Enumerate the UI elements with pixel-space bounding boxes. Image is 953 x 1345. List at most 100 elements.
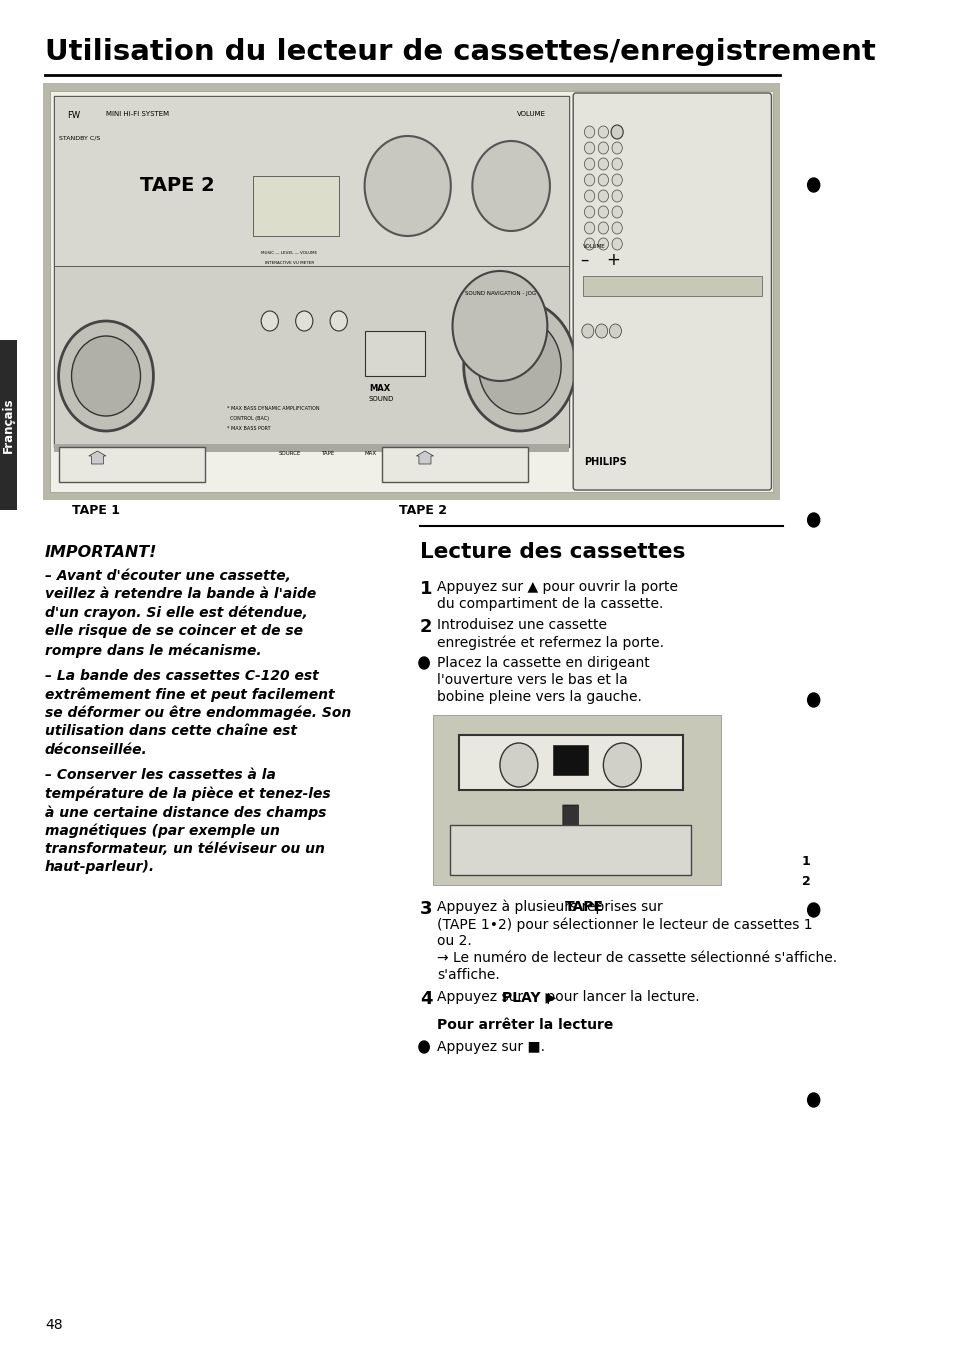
Bar bbox=[54, 95, 568, 266]
Text: Appuyez sur ■.: Appuyez sur ■. bbox=[436, 1040, 544, 1054]
Text: MAX: MAX bbox=[369, 385, 390, 393]
Circle shape bbox=[598, 143, 608, 153]
Circle shape bbox=[261, 311, 278, 331]
Text: * MAX BASS DYNAMIC AMPLIFICATION: * MAX BASS DYNAMIC AMPLIFICATION bbox=[227, 406, 319, 412]
Circle shape bbox=[807, 512, 819, 527]
Text: SOURCE: SOURCE bbox=[278, 451, 300, 456]
Bar bbox=[433, 716, 720, 885]
Text: ou 2.: ou 2. bbox=[436, 933, 472, 948]
Bar bbox=[553, 745, 587, 775]
Text: – Conserver les cassettes à la: – Conserver les cassettes à la bbox=[45, 768, 275, 781]
Text: – Avant d'écouter une cassette,: – Avant d'écouter une cassette, bbox=[45, 569, 291, 582]
Text: pour lancer la lecture.: pour lancer la lecture. bbox=[541, 990, 700, 1003]
Circle shape bbox=[477, 317, 560, 414]
Circle shape bbox=[807, 1093, 819, 1107]
Text: TAPE 1: TAPE 1 bbox=[71, 504, 119, 516]
Circle shape bbox=[611, 238, 621, 250]
Text: haut-parleur).: haut-parleur). bbox=[45, 861, 154, 874]
Text: INTERACTIVE VU METER: INTERACTIVE VU METER bbox=[265, 261, 314, 265]
Circle shape bbox=[611, 190, 621, 202]
Text: magnétiques (par exemple un: magnétiques (par exemple un bbox=[45, 823, 279, 838]
Text: MUSIC — LEVEL — VOLUME: MUSIC — LEVEL — VOLUME bbox=[261, 252, 317, 256]
Circle shape bbox=[499, 742, 537, 787]
Circle shape bbox=[71, 336, 140, 416]
Text: → Le numéro de lecteur de cassette sélectionné s'affiche.: → Le numéro de lecteur de cassette sélec… bbox=[436, 951, 836, 964]
Text: CONTROL (BAC): CONTROL (BAC) bbox=[227, 416, 269, 421]
Text: 3: 3 bbox=[419, 900, 432, 919]
Text: 4: 4 bbox=[419, 990, 432, 1007]
Circle shape bbox=[584, 222, 594, 234]
Text: Pour arrêter la lecture: Pour arrêter la lecture bbox=[436, 1018, 613, 1032]
Text: utilisation dans cette chaîne est: utilisation dans cette chaîne est bbox=[45, 724, 296, 738]
Circle shape bbox=[598, 222, 608, 234]
Circle shape bbox=[598, 206, 608, 218]
Circle shape bbox=[58, 321, 153, 430]
Circle shape bbox=[595, 324, 607, 338]
Text: TAPE 2: TAPE 2 bbox=[398, 504, 447, 516]
Circle shape bbox=[584, 174, 594, 186]
Circle shape bbox=[611, 222, 621, 234]
Text: 2: 2 bbox=[801, 876, 809, 888]
Text: température de la pièce et tenez-les: température de la pièce et tenez-les bbox=[45, 787, 330, 802]
Text: rompre dans le mécanisme.: rompre dans le mécanisme. bbox=[45, 643, 261, 658]
Bar bbox=[0, 340, 17, 510]
Circle shape bbox=[584, 190, 594, 202]
Text: SOUND NAVIGATION - JOG: SOUND NAVIGATION - JOG bbox=[465, 291, 537, 296]
Text: VOLUME: VOLUME bbox=[517, 112, 546, 117]
Circle shape bbox=[418, 1041, 429, 1053]
Bar bbox=[58, 447, 205, 482]
Text: MAX: MAX bbox=[364, 451, 376, 456]
Text: VOLUME: VOLUME bbox=[582, 243, 604, 249]
Text: Appuyez à plusieurs reprises sur: Appuyez à plusieurs reprises sur bbox=[436, 900, 666, 915]
Bar bbox=[43, 83, 780, 500]
Circle shape bbox=[452, 270, 547, 381]
Bar bbox=[54, 444, 568, 452]
Circle shape bbox=[463, 301, 576, 430]
Text: Placez la cassette en dirigeant: Placez la cassette en dirigeant bbox=[436, 656, 649, 670]
Text: Français: Français bbox=[2, 397, 15, 453]
Text: 1: 1 bbox=[801, 855, 809, 868]
Circle shape bbox=[584, 126, 594, 139]
Circle shape bbox=[598, 238, 608, 250]
Circle shape bbox=[295, 311, 313, 331]
Circle shape bbox=[611, 157, 621, 169]
Text: TAPE: TAPE bbox=[564, 900, 603, 915]
Text: extrêmement fine et peut facilement: extrêmement fine et peut facilement bbox=[45, 687, 335, 702]
Bar bbox=[253, 176, 338, 235]
FancyArrow shape bbox=[416, 451, 433, 464]
Circle shape bbox=[807, 178, 819, 192]
Text: Appuyez sur ▲ pour ouvrir la porte: Appuyez sur ▲ pour ouvrir la porte bbox=[436, 580, 678, 594]
Text: elle risque de se coincer et de se: elle risque de se coincer et de se bbox=[45, 624, 302, 639]
FancyArrow shape bbox=[89, 451, 106, 464]
Circle shape bbox=[584, 157, 594, 169]
Bar bbox=[582, 276, 761, 296]
Bar bbox=[381, 447, 528, 482]
Text: PLAY ▶: PLAY ▶ bbox=[501, 990, 556, 1003]
Bar bbox=[450, 824, 691, 876]
Text: d'un crayon. Si elle est détendue,: d'un crayon. Si elle est détendue, bbox=[45, 607, 307, 620]
Circle shape bbox=[584, 206, 594, 218]
FancyBboxPatch shape bbox=[573, 93, 771, 490]
Circle shape bbox=[584, 238, 594, 250]
Bar bbox=[50, 91, 772, 492]
Text: PHILIPS: PHILIPS bbox=[584, 457, 626, 467]
Circle shape bbox=[611, 174, 621, 186]
Text: SOUND: SOUND bbox=[369, 395, 394, 402]
Text: bobine pleine vers la gauche.: bobine pleine vers la gauche. bbox=[436, 690, 641, 703]
Text: l'ouverture vers le bas et la: l'ouverture vers le bas et la bbox=[436, 672, 627, 687]
Text: enregistrée et refermez la porte.: enregistrée et refermez la porte. bbox=[436, 635, 663, 650]
Text: IMPORTANT!: IMPORTANT! bbox=[45, 545, 157, 560]
Text: transformateur, un téléviseur ou un: transformateur, un téléviseur ou un bbox=[45, 842, 324, 855]
Circle shape bbox=[598, 157, 608, 169]
Text: Appuyez sur: Appuyez sur bbox=[436, 990, 527, 1003]
Text: se déformer ou être endommagée. Son: se déformer ou être endommagée. Son bbox=[45, 706, 351, 720]
Circle shape bbox=[598, 190, 608, 202]
Circle shape bbox=[611, 125, 622, 139]
Text: (TAPE 1•2) pour sélectionner le lecteur de cassettes 1: (TAPE 1•2) pour sélectionner le lecteur … bbox=[436, 917, 812, 932]
Text: 48: 48 bbox=[45, 1318, 62, 1332]
Bar bbox=[364, 331, 424, 377]
Text: –: – bbox=[579, 252, 588, 269]
Circle shape bbox=[364, 136, 451, 235]
Circle shape bbox=[598, 174, 608, 186]
Text: Utilisation du lecteur de cassettes/enregistrement: Utilisation du lecteur de cassettes/enre… bbox=[45, 38, 875, 66]
